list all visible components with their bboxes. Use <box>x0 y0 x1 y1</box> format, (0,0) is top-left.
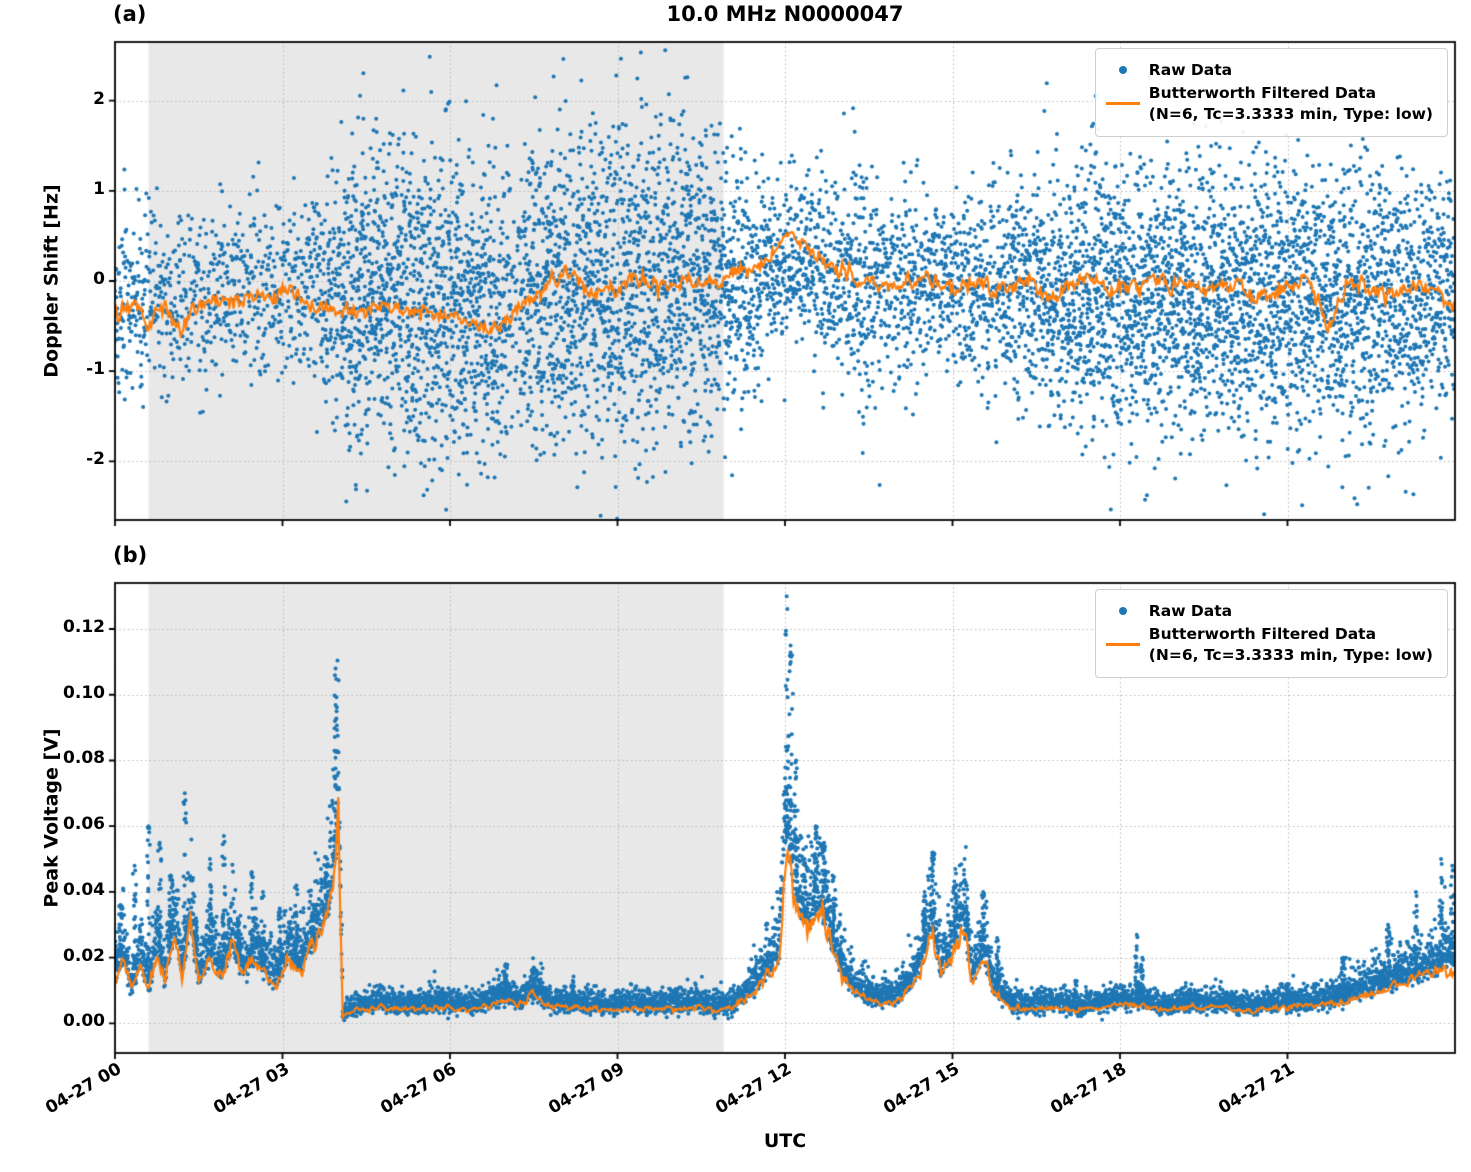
y-tick-label: 2 <box>93 88 105 109</box>
legend-panel-b: Raw Data Butterworth Filtered Data (N=6,… <box>1094 589 1448 678</box>
raw-data-dot-icon <box>1106 607 1140 616</box>
chart-title: 10.0 MHz N0000047 <box>666 2 904 26</box>
legend-raw-label: Raw Data <box>1148 602 1233 620</box>
y-tick-label: -1 <box>86 359 105 380</box>
x-axis-label: UTC <box>763 1130 807 1152</box>
legend-item-filtered: Butterworth Filtered Data (N=6, Tc=3.333… <box>1105 83 1433 125</box>
y-tick-label: 0 <box>93 269 105 289</box>
y-tick-label: 0.06 <box>63 814 105 835</box>
y-tick-label: 1 <box>93 178 105 199</box>
y-tick-label: 0.02 <box>63 945 105 966</box>
filtered-line-icon <box>1105 102 1140 106</box>
legend-raw-label: Raw Data <box>1148 61 1233 79</box>
y-tick-label: 0.08 <box>63 748 105 769</box>
panel-b-label: (b) <box>113 543 148 567</box>
legend-panel-a: Raw Data Butterworth Filtered Data (N=6,… <box>1094 48 1448 137</box>
filtered-line-icon <box>1105 643 1140 647</box>
legend-item-filtered: Butterworth Filtered Data (N=6, Tc=3.333… <box>1105 624 1433 666</box>
legend-filtered-label: Butterworth Filtered Data (N=6, Tc=3.333… <box>1148 624 1433 664</box>
legend-filtered-label: Butterworth Filtered Data (N=6, Tc=3.333… <box>1148 83 1433 123</box>
legend-item-raw: Raw Data <box>1106 60 1433 81</box>
raw-data-dot-icon <box>1106 66 1140 75</box>
panel-a-label: (a) <box>113 2 147 26</box>
y-tick-label: 0.00 <box>63 1011 105 1032</box>
y-tick-label: 0.04 <box>63 879 105 900</box>
y-tick-label: -2 <box>86 449 105 470</box>
y-tick-label: 0.10 <box>63 682 105 703</box>
legend-item-raw: Raw Data <box>1106 601 1433 622</box>
y-tick-label: 0.12 <box>63 617 105 637</box>
